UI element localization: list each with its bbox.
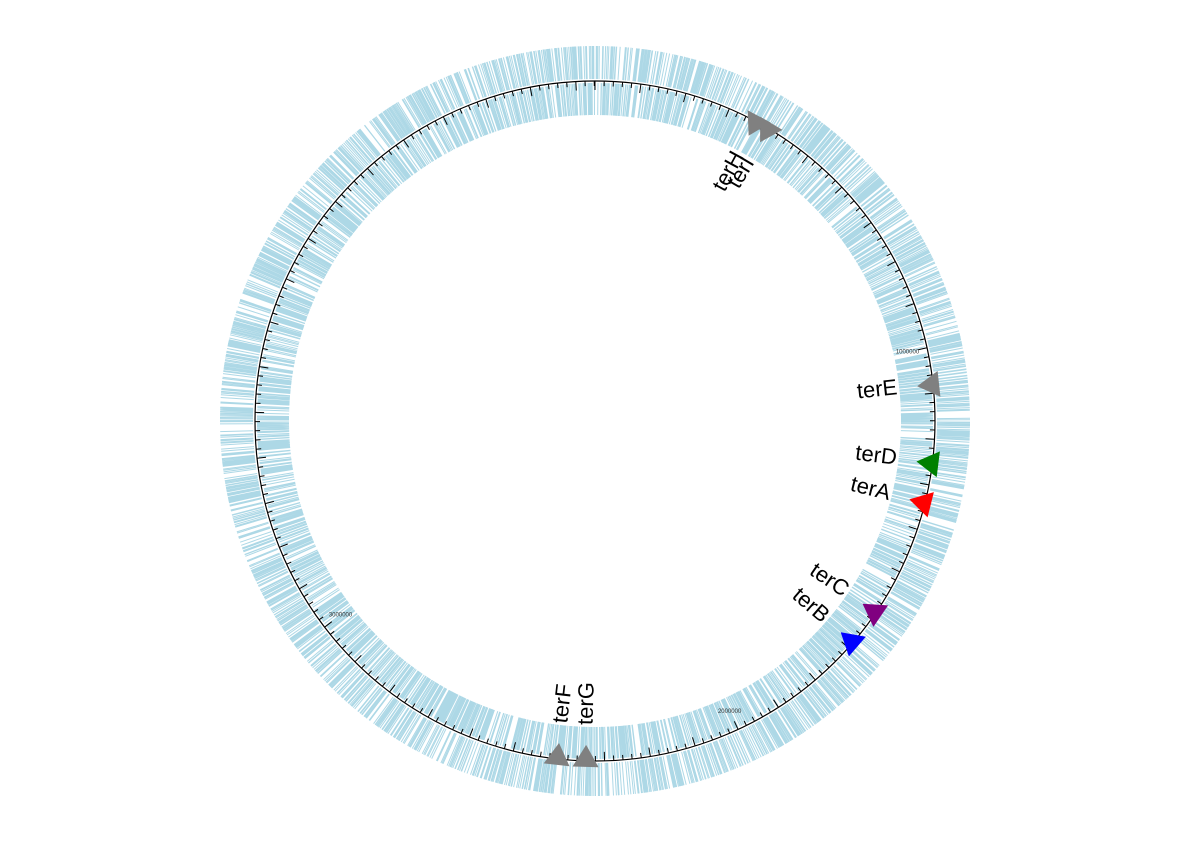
ter-marker-terg — [572, 744, 599, 768]
ter-marker-terd — [916, 451, 940, 478]
gene-strands — [219, 45, 971, 797]
ter-marker-tera — [909, 492, 934, 518]
axis-label: 3000000 — [329, 613, 353, 619]
ter-site-markers — [543, 110, 941, 768]
gene-track — [219, 45, 971, 797]
axis-label: 1000000 — [896, 350, 920, 356]
ter-label-terf: terF — [547, 683, 576, 725]
ter-marker-terh — [747, 110, 771, 136]
tick-marks — [255, 80, 935, 761]
ter-marker-terb — [840, 632, 866, 657]
ter-marker-terc — [862, 603, 889, 627]
axis-ticks — [255, 80, 935, 761]
ter-label-terd: terD — [854, 440, 898, 470]
ter-marker-terf — [543, 742, 570, 767]
ter-label-tera: terA — [848, 471, 894, 505]
ter-label-terg: terG — [573, 682, 599, 725]
ter-label-tere: terE — [856, 374, 899, 403]
axis-labels: 1000000 2000000 3000000 — [329, 350, 920, 715]
axis-label: 2000000 — [718, 709, 742, 715]
ter-marker-tere — [917, 370, 941, 397]
